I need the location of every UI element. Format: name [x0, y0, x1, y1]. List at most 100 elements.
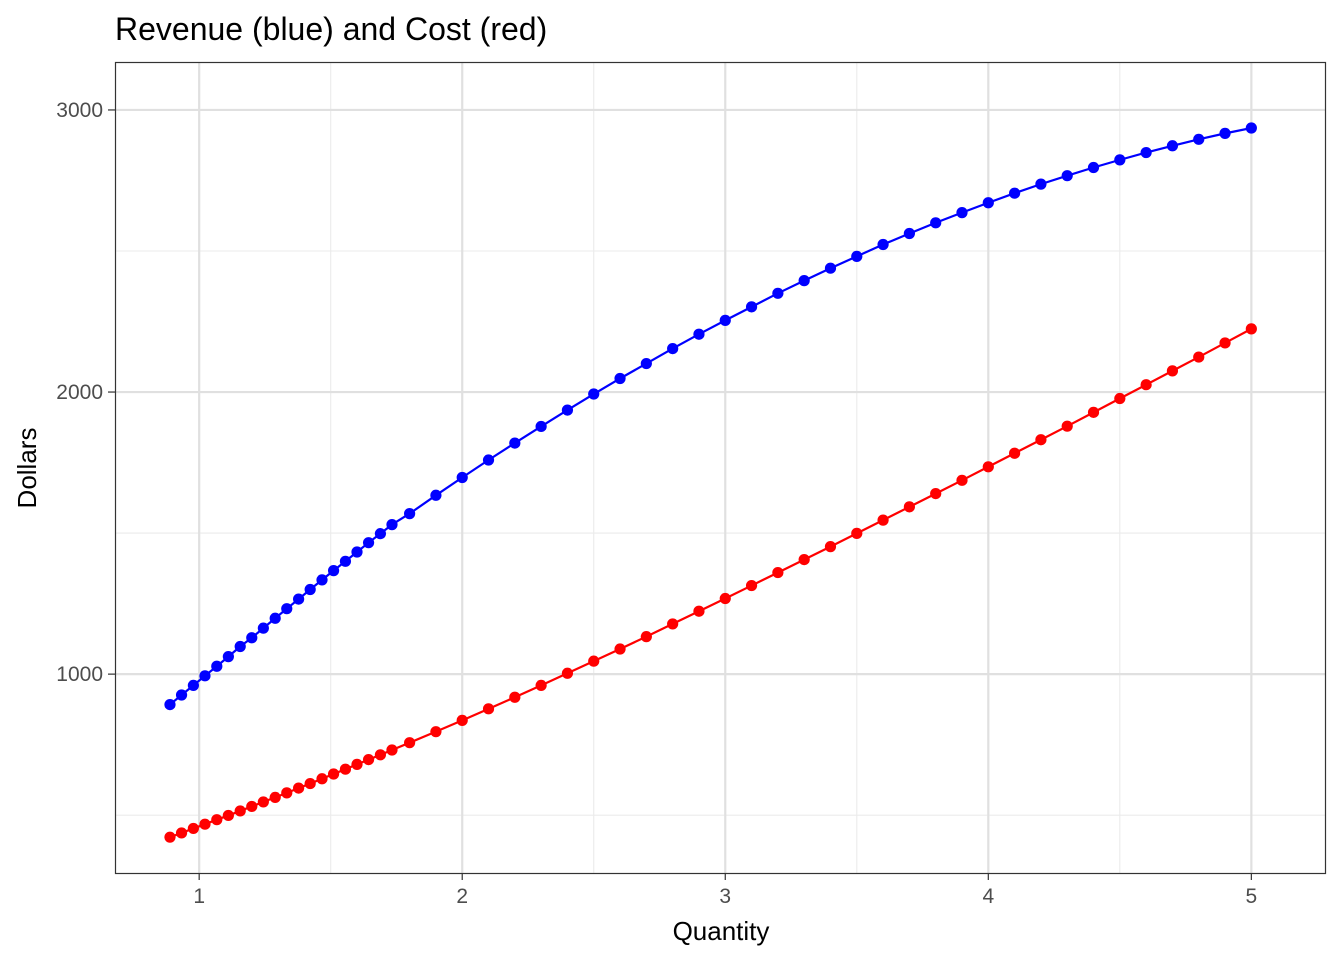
y-tick-label: 1000	[56, 663, 103, 686]
cost-point	[588, 655, 600, 667]
revenue-point	[772, 287, 784, 299]
cost-point	[535, 679, 547, 692]
revenue-point	[430, 489, 442, 501]
revenue-point	[1140, 146, 1152, 159]
cost-point	[824, 541, 837, 553]
revenue-point	[327, 565, 340, 577]
revenue-point	[362, 537, 375, 549]
cost-point	[257, 796, 269, 808]
revenue-point	[640, 357, 652, 370]
cost-point	[640, 631, 652, 643]
cost-point	[667, 618, 679, 630]
x-tick-label: 5	[1246, 885, 1258, 908]
revenue-point	[164, 698, 176, 711]
revenue-point	[246, 632, 258, 644]
revenue-point	[456, 471, 468, 484]
cost-point	[930, 487, 942, 500]
revenue-point	[614, 372, 626, 385]
revenue-point	[304, 583, 316, 596]
cost-point	[304, 777, 316, 790]
revenue-point	[1114, 154, 1126, 166]
revenue-point	[798, 275, 810, 287]
chart-title: Revenue (blue) and Cost (red)	[115, 11, 547, 47]
revenue-point	[851, 250, 863, 262]
cost-point	[1193, 351, 1205, 363]
revenue-point	[351, 546, 363, 558]
revenue-point	[316, 574, 328, 586]
revenue-point	[561, 404, 574, 416]
revenue-point	[535, 420, 547, 433]
revenue-point	[199, 670, 211, 682]
axes: 1 2 3 4 5 1000 2000 3000	[56, 99, 1257, 908]
cost-point	[386, 744, 398, 756]
cost-point	[745, 579, 758, 592]
revenue-point	[187, 679, 199, 692]
cost-point	[456, 714, 468, 726]
revenue-point	[956, 207, 968, 219]
revenue-point	[1009, 187, 1021, 199]
revenue-point	[222, 651, 234, 663]
cost-point	[316, 773, 328, 785]
y-axis-title: Dollars	[12, 428, 42, 509]
x-tick-label: 1	[193, 885, 205, 908]
x-tick-label: 3	[719, 885, 731, 908]
x-tick-label: 2	[456, 885, 468, 908]
revenue-point	[1219, 127, 1231, 139]
revenue-point	[824, 262, 837, 274]
cost-point	[199, 818, 211, 830]
revenue-point	[1166, 140, 1179, 152]
revenue-point	[339, 555, 352, 567]
revenue-point	[1035, 178, 1047, 190]
cost-point	[327, 768, 340, 780]
revenue-point	[175, 689, 188, 701]
revenue-point	[693, 328, 705, 340]
revenue-point	[903, 227, 915, 240]
cost-point	[877, 514, 889, 526]
cost-point	[187, 822, 199, 835]
cost-point	[1140, 379, 1152, 391]
cost-point	[293, 782, 305, 794]
cost-point	[175, 827, 188, 839]
revenue-point	[982, 197, 994, 209]
cost-point	[339, 763, 352, 775]
cost-point	[956, 474, 968, 486]
cost-point	[269, 791, 281, 804]
revenue-point	[482, 454, 495, 466]
cost-point	[211, 814, 223, 826]
cost-point	[404, 737, 416, 749]
cost-point	[1114, 392, 1126, 405]
revenue-point	[386, 519, 398, 531]
x-tick-label: 4	[982, 885, 994, 908]
revenue-point	[1087, 161, 1100, 174]
revenue-point	[1061, 170, 1073, 182]
revenue-point	[667, 343, 679, 355]
revenue-point	[745, 301, 758, 313]
cost-point	[798, 554, 810, 566]
cost-point	[509, 691, 521, 703]
cost-point	[164, 831, 176, 843]
cost-point	[362, 754, 375, 766]
revenue-point	[293, 593, 305, 605]
cost-point	[693, 605, 705, 617]
revenue-point	[509, 437, 521, 449]
revenue-point	[211, 660, 223, 672]
revenue-point	[281, 603, 293, 615]
revenue-point	[234, 640, 246, 653]
cost-point	[1035, 434, 1047, 446]
cost-point	[903, 501, 915, 513]
cost-point	[1087, 406, 1100, 418]
cost-point	[614, 643, 626, 655]
cost-point	[351, 758, 363, 770]
cost-point	[222, 809, 234, 822]
cost-point	[1061, 420, 1073, 432]
revenue-point	[404, 508, 416, 520]
y-tick-label: 3000	[56, 99, 103, 122]
series-cost	[164, 323, 1257, 843]
cost-point	[1245, 323, 1257, 335]
revenue-point	[1245, 122, 1257, 134]
x-axis-title: Quantity	[673, 916, 770, 946]
revenue-point	[930, 217, 942, 229]
cost-point	[1166, 365, 1179, 377]
